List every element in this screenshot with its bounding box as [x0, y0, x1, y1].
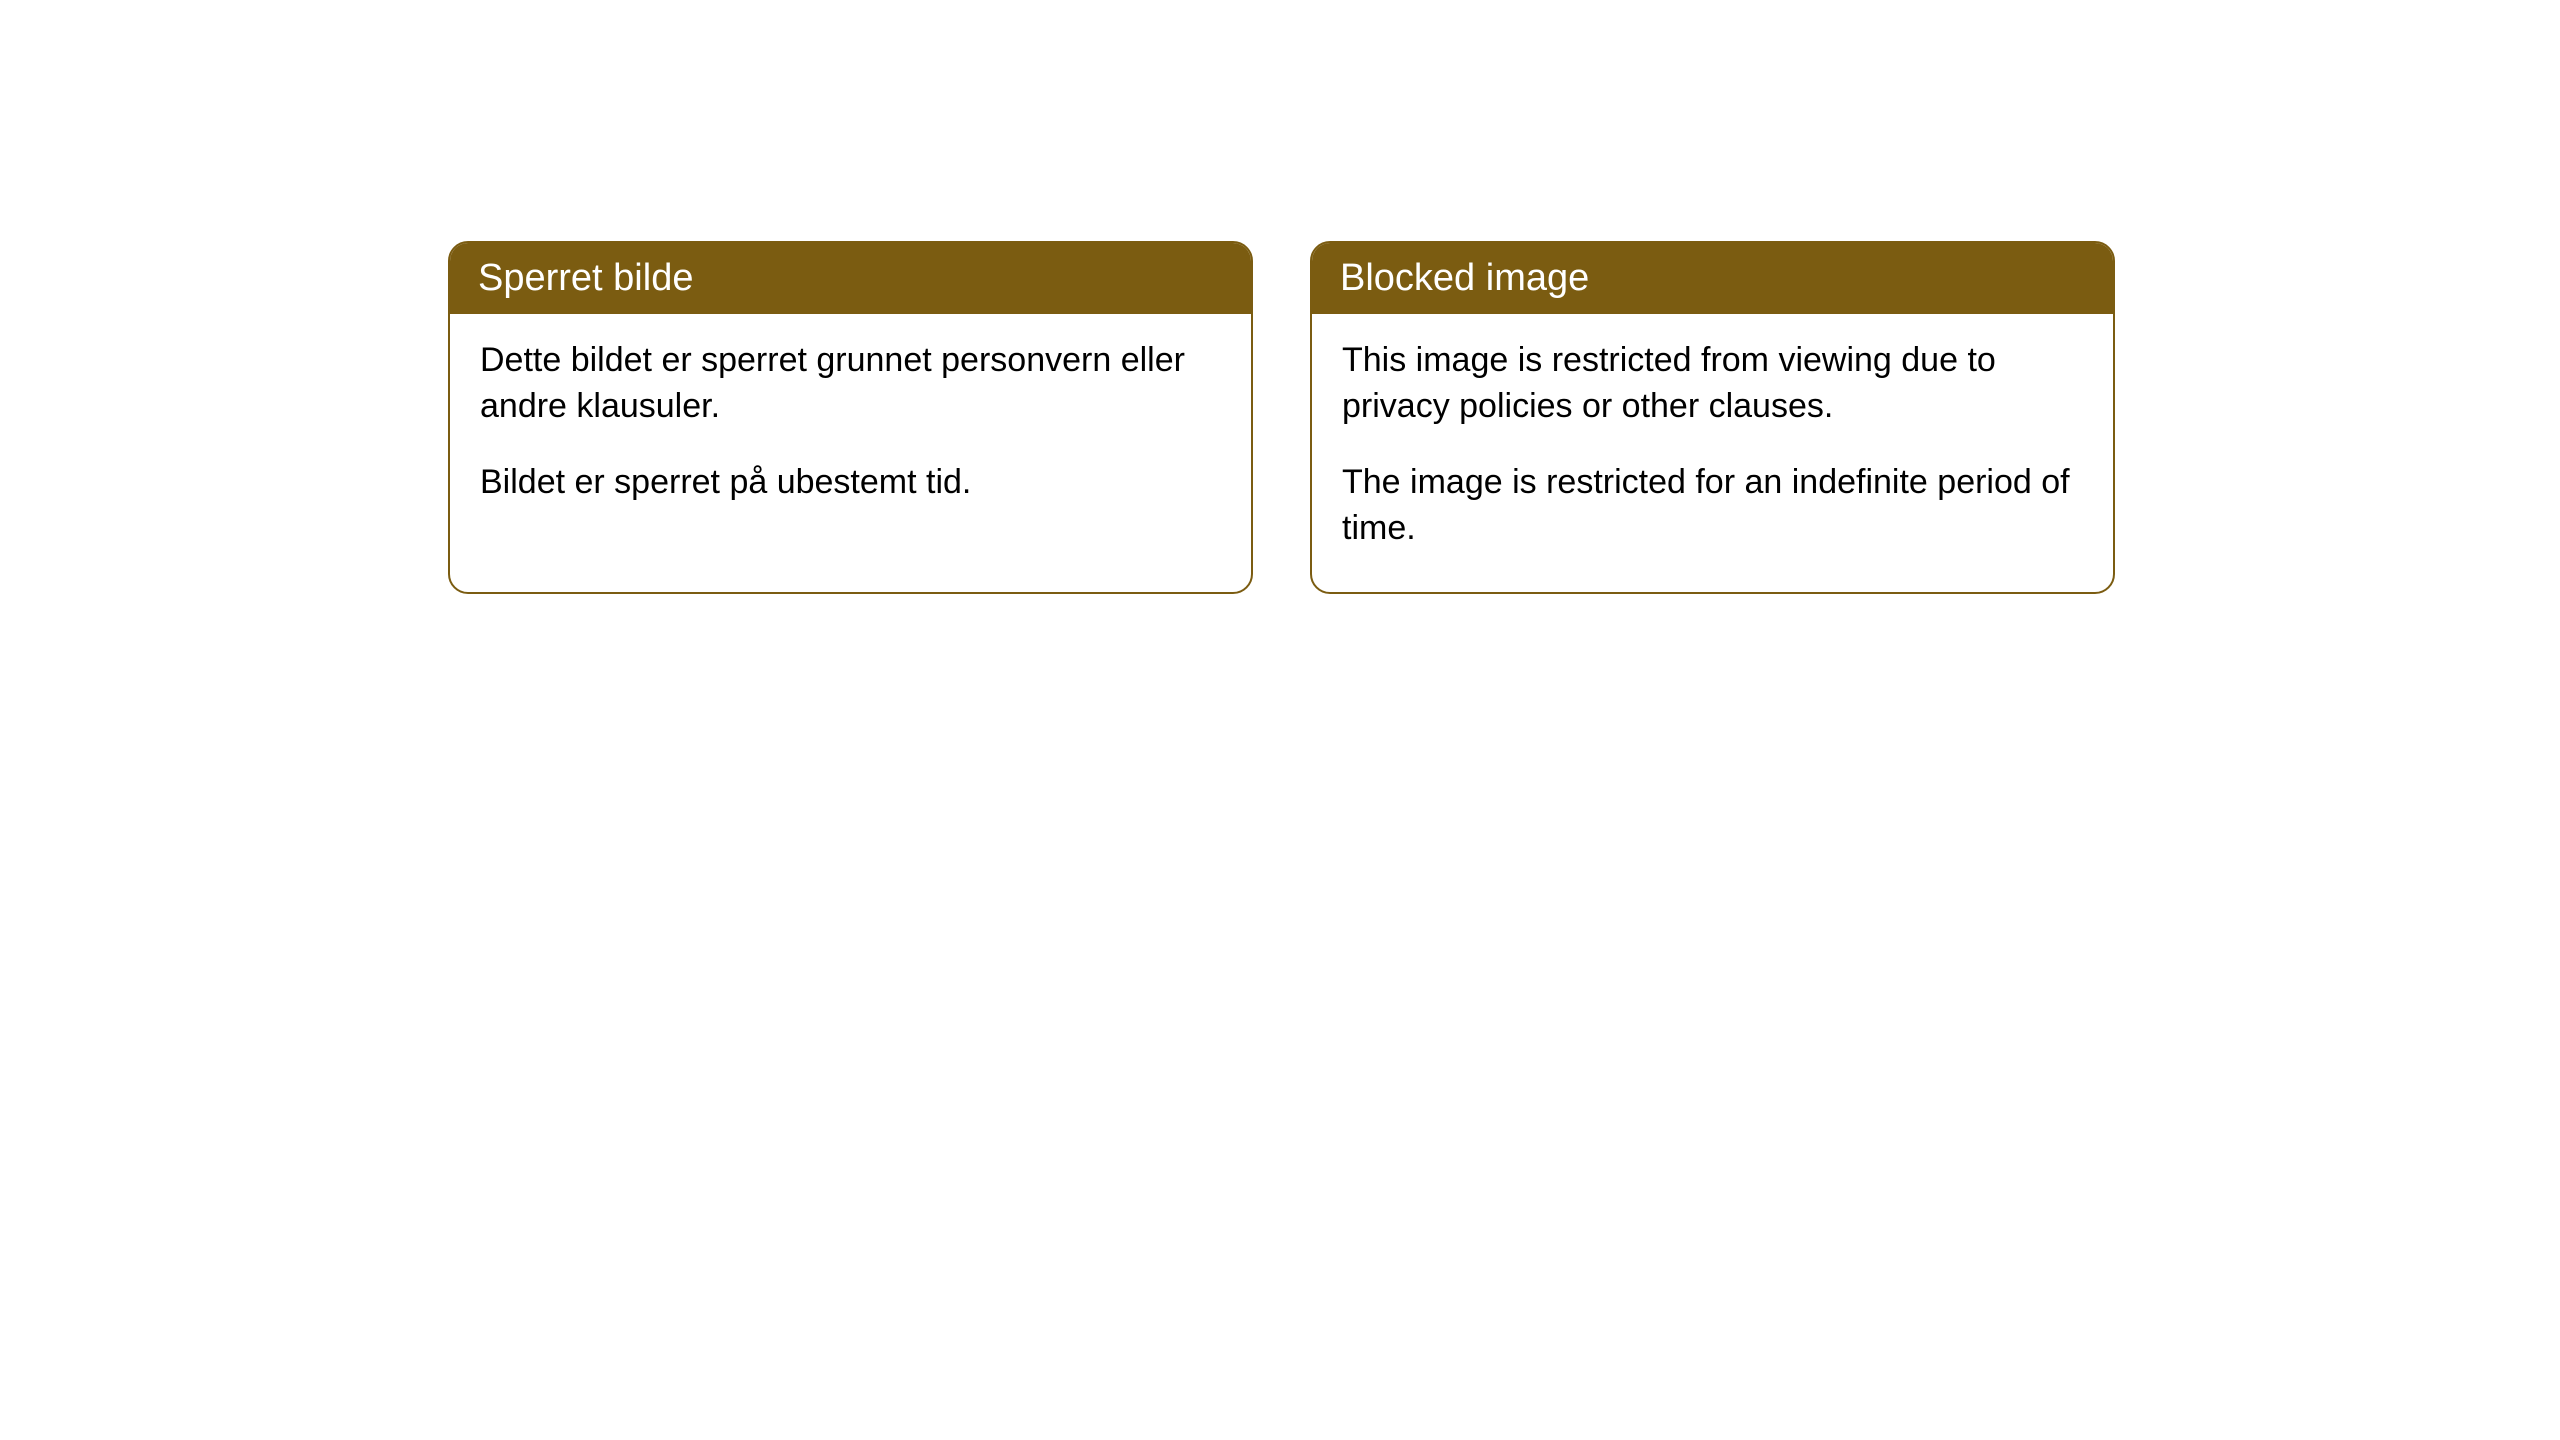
card-paragraph-1-english: This image is restricted from viewing du…: [1342, 338, 2083, 430]
card-title-english: Blocked image: [1340, 257, 1589, 299]
blocked-image-card-norwegian: Sperret bilde Dette bildet er sperret gr…: [448, 241, 1253, 594]
card-body-norwegian: Dette bildet er sperret grunnet personve…: [450, 314, 1251, 546]
notice-cards-container: Sperret bilde Dette bildet er sperret gr…: [448, 241, 2115, 594]
card-body-english: This image is restricted from viewing du…: [1312, 314, 2113, 592]
card-paragraph-2-english: The image is restricted for an indefinit…: [1342, 460, 2083, 552]
blocked-image-card-english: Blocked image This image is restricted f…: [1310, 241, 2115, 594]
card-paragraph-1-norwegian: Dette bildet er sperret grunnet personve…: [480, 338, 1221, 430]
card-header-english: Blocked image: [1312, 243, 2113, 314]
card-paragraph-2-norwegian: Bildet er sperret på ubestemt tid.: [480, 460, 1221, 506]
card-header-norwegian: Sperret bilde: [450, 243, 1251, 314]
card-title-norwegian: Sperret bilde: [478, 257, 693, 299]
